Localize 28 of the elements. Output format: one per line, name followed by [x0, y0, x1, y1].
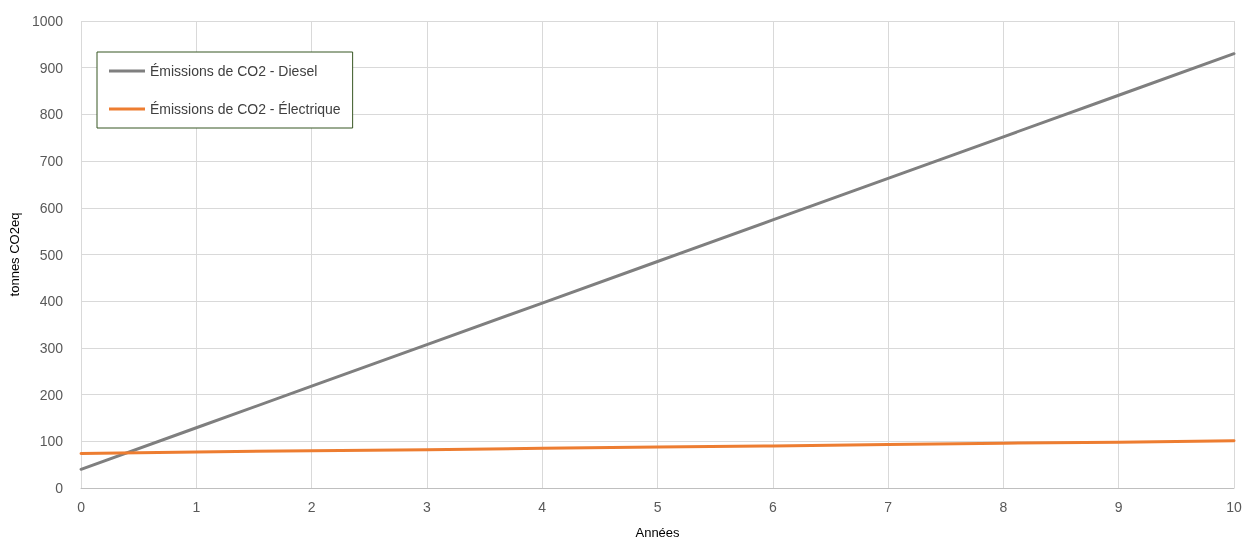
x-tick-label: 10 [1226, 499, 1242, 515]
y-tick-label: 200 [39, 386, 64, 403]
x-tick-label: 9 [1114, 499, 1123, 515]
y-tick-label: 900 [39, 59, 64, 76]
y-axis-title: tonnes CO2eq [7, 212, 22, 297]
y-tick-label: 0 [55, 480, 64, 496]
legend-label: Émissions de CO2 - Diesel [150, 63, 318, 79]
line-series [79, 52, 1236, 471]
line-series [79, 439, 1236, 455]
x-tick-label: 5 [653, 499, 662, 515]
y-tick-label: 500 [39, 246, 64, 263]
x-axis-title: Années [635, 525, 681, 540]
y-tick-label: 400 [39, 293, 64, 310]
x-tick-label: 8 [999, 499, 1008, 515]
x-tick-label: 4 [538, 499, 547, 515]
y-tick-label: 300 [39, 339, 64, 356]
y-tick-label: 700 [39, 153, 64, 170]
legend-label: Émissions de CO2 - Électrique [150, 101, 341, 117]
y-tick-label: 800 [39, 106, 64, 123]
x-tick-label: 6 [768, 499, 777, 515]
y-tick-label: 100 [39, 433, 64, 450]
x-tick-label: 2 [307, 499, 316, 515]
y-tick-label: 1000 [31, 13, 64, 29]
x-tick-label: 0 [77, 499, 86, 515]
x-tick-label: 1 [192, 499, 201, 515]
y-tick-label: 600 [39, 199, 64, 216]
x-tick-label: 7 [884, 499, 893, 515]
x-tick-label: 3 [423, 499, 432, 515]
